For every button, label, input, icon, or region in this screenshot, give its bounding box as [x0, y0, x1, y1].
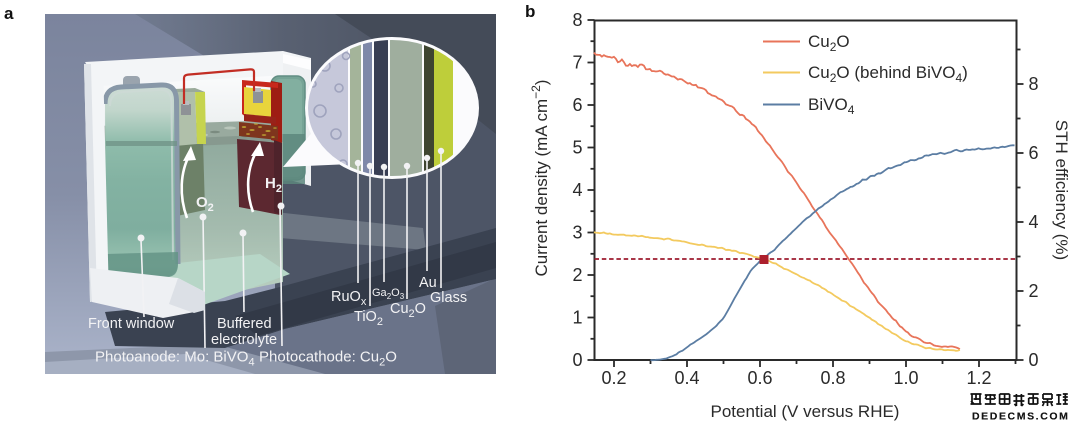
svg-text:0: 0 — [572, 350, 582, 370]
svg-text:STH efficiency (%): STH efficiency (%) — [1052, 120, 1071, 260]
svg-text:1: 1 — [572, 308, 582, 328]
svg-text:7: 7 — [572, 53, 582, 73]
svg-text:Photoanode: Mo: BiVO4: Photoanode: Mo: BiVO4 — [95, 349, 255, 369]
svg-text:4: 4 — [1029, 212, 1039, 232]
svg-text:8: 8 — [572, 10, 582, 30]
svg-text:1.0: 1.0 — [893, 368, 918, 388]
svg-text:DEDECMS.COM: DEDECMS.COM — [972, 411, 1070, 423]
svg-text:3: 3 — [572, 223, 582, 243]
svg-text:8: 8 — [1029, 74, 1039, 94]
svg-text:4: 4 — [572, 180, 582, 200]
svg-text:5: 5 — [572, 138, 582, 158]
svg-text:Ga2O3: Ga2O3 — [372, 287, 405, 301]
svg-text:0.4: 0.4 — [674, 368, 699, 388]
svg-text:6: 6 — [1029, 143, 1039, 163]
svg-text:6: 6 — [572, 95, 582, 115]
svg-text:Front window: Front window — [88, 316, 175, 332]
svg-text:0.2: 0.2 — [601, 368, 626, 388]
svg-text:Cu2O: Cu2O — [808, 32, 850, 54]
svg-text:Photocathode: Cu2O: Photocathode: Cu2O — [259, 349, 397, 369]
svg-text:2: 2 — [1029, 281, 1039, 301]
svg-text:TiO2: TiO2 — [354, 309, 383, 328]
svg-text:Cu2O (behind BiVO4): Cu2O (behind BiVO4) — [808, 63, 968, 85]
svg-text:Cu2O: Cu2O — [390, 301, 426, 320]
svg-text:RuOx: RuOx — [331, 289, 367, 308]
svg-text:Current density (mA cm−2): Current density (mA cm−2) — [529, 80, 551, 277]
svg-text:Au: Au — [419, 275, 437, 291]
svg-text:0.8: 0.8 — [820, 368, 845, 388]
svg-text:Potential (V versus RHE): Potential (V versus RHE) — [711, 402, 900, 421]
svg-text:electrolyte: electrolyte — [211, 332, 277, 348]
svg-text:BiVO4: BiVO4 — [808, 95, 855, 117]
svg-text:0.6: 0.6 — [747, 368, 772, 388]
svg-text:2: 2 — [572, 265, 582, 285]
svg-text:1.2: 1.2 — [966, 368, 991, 388]
svg-text:Buffered: Buffered — [217, 316, 272, 332]
svg-text:0: 0 — [1029, 350, 1039, 370]
svg-text:DEDECMS.COM: DEDECMS.COM — [972, 411, 1070, 423]
svg-text:Glass: Glass — [430, 290, 467, 306]
